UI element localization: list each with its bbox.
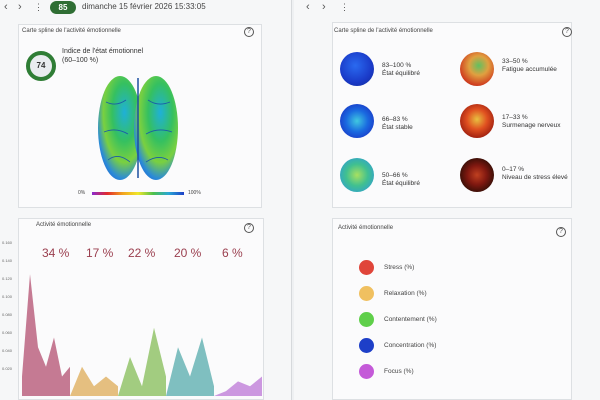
y-tick-label: 0.140: [2, 258, 13, 263]
score-badge: 85: [50, 1, 76, 14]
state-legend-item: 17–33 % Surmenage nerveux: [502, 114, 561, 130]
area-series-3: [166, 337, 214, 396]
state-legend-item: 33–50 % Fatigue accumulée: [502, 58, 557, 74]
menu-icon[interactable]: ⋮: [340, 2, 349, 12]
emotion-legend-card-title: Activité émotionnelle: [338, 225, 394, 231]
legend-relaxation: Relaxation (%): [384, 290, 427, 297]
area-series-4: [214, 376, 262, 396]
index-title: Indice de l'état émotionnel: [62, 48, 144, 55]
gradient-max-label: 100%: [188, 190, 201, 196]
percentage-label: 17 %: [86, 246, 114, 260]
forward-button[interactable]: ›: [322, 1, 326, 13]
help-icon[interactable]: ?: [244, 27, 254, 37]
y-tick-label: 0.020: [2, 366, 13, 371]
relaxation-dot-icon: [359, 286, 374, 301]
state-map-stable-icon: [340, 104, 374, 138]
state-label: État équilibré: [382, 180, 420, 187]
help-icon[interactable]: ?: [562, 27, 572, 37]
focus-dot-icon: [359, 364, 374, 379]
state-map-fatigue-icon: [460, 52, 494, 86]
state-map-card-title: Carte spline de l'activité émotionnelle: [334, 28, 433, 34]
state-range: 50–66 %: [382, 172, 408, 179]
state-range: 66–83 %: [382, 116, 408, 123]
emotion-legend-card: [332, 218, 572, 400]
state-label: État stable: [382, 124, 413, 131]
activity-card-title: Activité émotionnelle: [36, 222, 92, 228]
left-pane: ‹ › ⋮ 85 dimanche 15 février 2026 15:33:…: [0, 0, 292, 400]
index-range: (60–100 %): [62, 57, 99, 64]
legend-focus: Focus (%): [384, 368, 414, 375]
area-series-2: [118, 327, 166, 396]
legend-stress: Stress (%): [384, 264, 415, 271]
concentration-dot-icon: [359, 338, 374, 353]
datetime: dimanche 15 février 2026 15:33:05: [82, 2, 206, 11]
gradient-min-label: 0%: [78, 190, 86, 196]
spline-card-title: Carte spline de l'activité émotionnelle: [22, 28, 121, 34]
state-map-overwork-icon: [460, 104, 494, 138]
activity-area-chart: [22, 274, 262, 396]
state-range: 33–50 %: [502, 58, 528, 65]
gradient-scale: [92, 192, 184, 195]
percentage-label: 22 %: [128, 246, 156, 260]
percentage-label: 6 %: [222, 246, 243, 260]
menu-icon[interactable]: ⋮: [34, 2, 43, 12]
back-button[interactable]: ‹: [306, 1, 310, 13]
y-tick-label: 0.080: [2, 312, 13, 317]
back-button[interactable]: ‹: [4, 1, 8, 13]
help-icon[interactable]: ?: [556, 227, 566, 237]
y-tick-label: 0.060: [2, 330, 13, 335]
y-tick-label: 0.160: [2, 240, 13, 245]
stress-dot-icon: [359, 260, 374, 275]
state-map-balanced-green-icon: [340, 158, 374, 192]
state-legend-item: 83–100 % État équilibré: [382, 62, 420, 78]
state-map-balanced-icon: [340, 52, 374, 86]
legend-contentment: Contentement (%): [384, 316, 437, 323]
y-tick-label: 0.100: [2, 294, 13, 299]
state-label: Fatigue accumulée: [502, 66, 557, 73]
state-label: Surmenage nerveux: [502, 122, 561, 129]
state-legend-item: 50–66 % État équilibré: [382, 172, 420, 188]
legend-concentration: Concentration (%): [384, 342, 437, 349]
state-legend-item: 0–17 % Niveau de stress élevé: [502, 166, 568, 182]
state-range: 83–100 %: [382, 62, 412, 69]
left-topbar: ‹ › ⋮ 85 dimanche 15 février 2026 15:33:…: [0, 0, 291, 16]
y-tick-label: 0.040: [2, 348, 13, 353]
contentment-dot-icon: [359, 312, 374, 327]
state-range: 0–17 %: [502, 166, 525, 173]
emotional-index-score: 74: [26, 51, 56, 81]
percentage-label: 34 %: [42, 246, 70, 260]
index-label: Indice de l'état émotionnel (60–100 %): [62, 47, 143, 65]
brain-map-icon: [98, 76, 178, 180]
state-label: Niveau de stress élevé: [502, 174, 568, 181]
forward-button[interactable]: ›: [18, 1, 22, 13]
help-icon[interactable]: ?: [244, 223, 254, 233]
area-series-1: [70, 366, 118, 396]
state-range: 17–33 %: [502, 114, 528, 121]
y-tick-label: 0.120: [2, 276, 13, 281]
state-map-stress-icon: [460, 158, 494, 192]
state-label: État équilibré: [382, 70, 420, 77]
percentage-label: 20 %: [174, 246, 202, 260]
area-series-0: [22, 274, 70, 396]
state-legend-item: 66–83 % État stable: [382, 116, 413, 132]
